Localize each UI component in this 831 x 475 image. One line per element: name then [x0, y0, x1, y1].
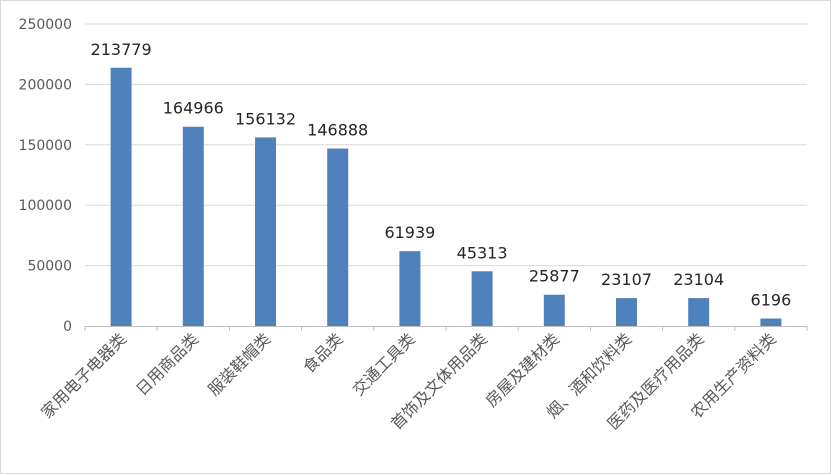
- data-label: 23107: [601, 270, 652, 289]
- bar: [616, 298, 637, 326]
- gridlines: [85, 23, 807, 267]
- data-label: 25877: [529, 267, 580, 286]
- bars: [110, 67, 782, 326]
- y-tick-label: 100000: [19, 198, 72, 214]
- category-label: 服装鞋帽类: [204, 329, 274, 399]
- y-tick-label: 200000: [19, 77, 72, 93]
- category-label: 交通工具类: [349, 329, 419, 399]
- data-label: 213779: [91, 40, 152, 59]
- y-axis-tick-labels: 0 50000 100000 150000 200000 250000: [19, 17, 72, 335]
- bar: [182, 126, 204, 326]
- y-tick-label: 150000: [19, 138, 72, 154]
- category-label: 日用商品类: [132, 329, 202, 399]
- data-label: 45313: [457, 243, 508, 262]
- y-tick-label: 250000: [19, 17, 72, 33]
- bar: [110, 67, 132, 326]
- bar: [327, 148, 349, 326]
- bar: [760, 318, 782, 326]
- y-tick-label: 50000: [27, 259, 72, 275]
- bar: [255, 137, 276, 326]
- data-label: 146888: [307, 121, 368, 140]
- data-label: 156132: [235, 109, 296, 128]
- bar: [543, 294, 565, 326]
- x-axis-category-labels: 家用电子电器类 日用商品类 服装鞋帽类 食品类 交通工具类首饰及文体用品类房屋及建材类烟…: [37, 329, 779, 433]
- x-axis: [84, 326, 808, 331]
- data-label: 23104: [673, 270, 724, 289]
- data-label: 6196: [751, 291, 792, 310]
- category-label: 食品类: [299, 329, 346, 376]
- category-label: 家用电子电器类: [37, 329, 130, 422]
- y-tick-label: 0: [63, 319, 72, 335]
- bar: [399, 251, 421, 326]
- bar: [688, 298, 710, 326]
- data-labels: 213779 164966 156132 146888 61939 45313 25877 2…: [91, 40, 792, 310]
- category-label: 房屋及建材类: [482, 329, 563, 410]
- data-label: 61939: [384, 223, 435, 242]
- data-label: 164966: [163, 99, 224, 118]
- bar: [471, 271, 493, 326]
